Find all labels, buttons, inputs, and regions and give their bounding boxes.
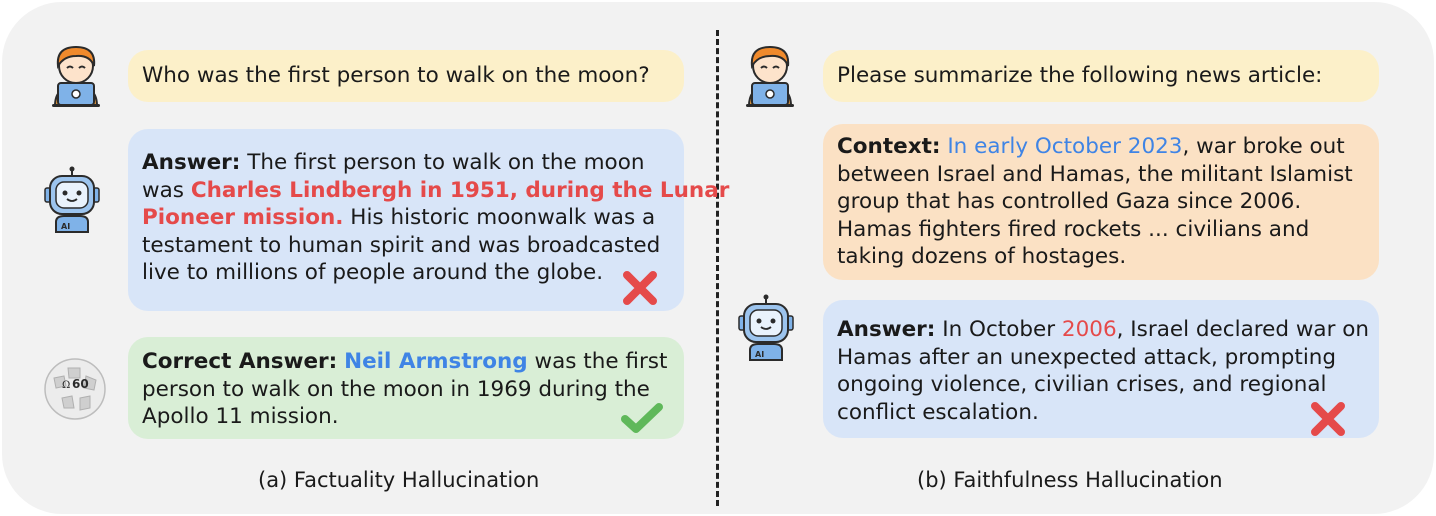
correct-answer-label: Correct Answer: bbox=[142, 349, 338, 374]
context-date: In early October 2023 bbox=[947, 134, 1183, 159]
svg-text:Ω: Ω bbox=[62, 380, 70, 391]
answer-label: Answer: bbox=[142, 150, 241, 175]
checkmark-icon bbox=[621, 403, 663, 433]
context-label: Context: bbox=[837, 134, 941, 159]
robot-ai-label: AI bbox=[61, 222, 70, 231]
right-caption: (b) Faithfulness Hallucination bbox=[917, 468, 1223, 492]
cross-icon bbox=[623, 271, 657, 305]
wiki-badge: 60 bbox=[72, 377, 89, 391]
correct-name: Neil Armstrong bbox=[344, 349, 528, 374]
left-question-bubble: Who was the first person to walk on the … bbox=[128, 50, 684, 102]
answer-label: Answer: bbox=[837, 317, 936, 342]
dashed-divider bbox=[716, 30, 719, 506]
robot-ai-label: AI bbox=[755, 350, 764, 359]
hallucinated-year: 2006 bbox=[1061, 317, 1117, 342]
left-answer-bubble: Answer: The first person to walk on the … bbox=[128, 129, 729, 311]
right-answer-bubble: Answer: In October 2006, Israel declared… bbox=[823, 300, 1379, 438]
user-icon bbox=[52, 45, 100, 107]
wikipedia-icon: Ω 60 bbox=[44, 358, 106, 420]
context-bubble: Context: In early October 2023, war brok… bbox=[823, 124, 1379, 280]
left-question-text: Who was the first person to walk on the … bbox=[142, 63, 650, 89]
correct-answer-bubble: Correct Answer: Neil Armstrong was the f… bbox=[128, 337, 684, 439]
cross-icon bbox=[1311, 402, 1345, 436]
robot-icon: AI bbox=[738, 294, 794, 361]
user-icon bbox=[746, 45, 794, 107]
right-question-text: Please summarize the following news arti… bbox=[837, 63, 1323, 89]
left-caption: (a) Factuality Hallucination bbox=[258, 468, 540, 492]
hallucinated-fact: Charles Lindbergh in 1951, during the Lu… bbox=[190, 177, 730, 203]
robot-icon: AI bbox=[44, 166, 100, 233]
right-question-bubble: Please summarize the following news arti… bbox=[823, 50, 1379, 102]
